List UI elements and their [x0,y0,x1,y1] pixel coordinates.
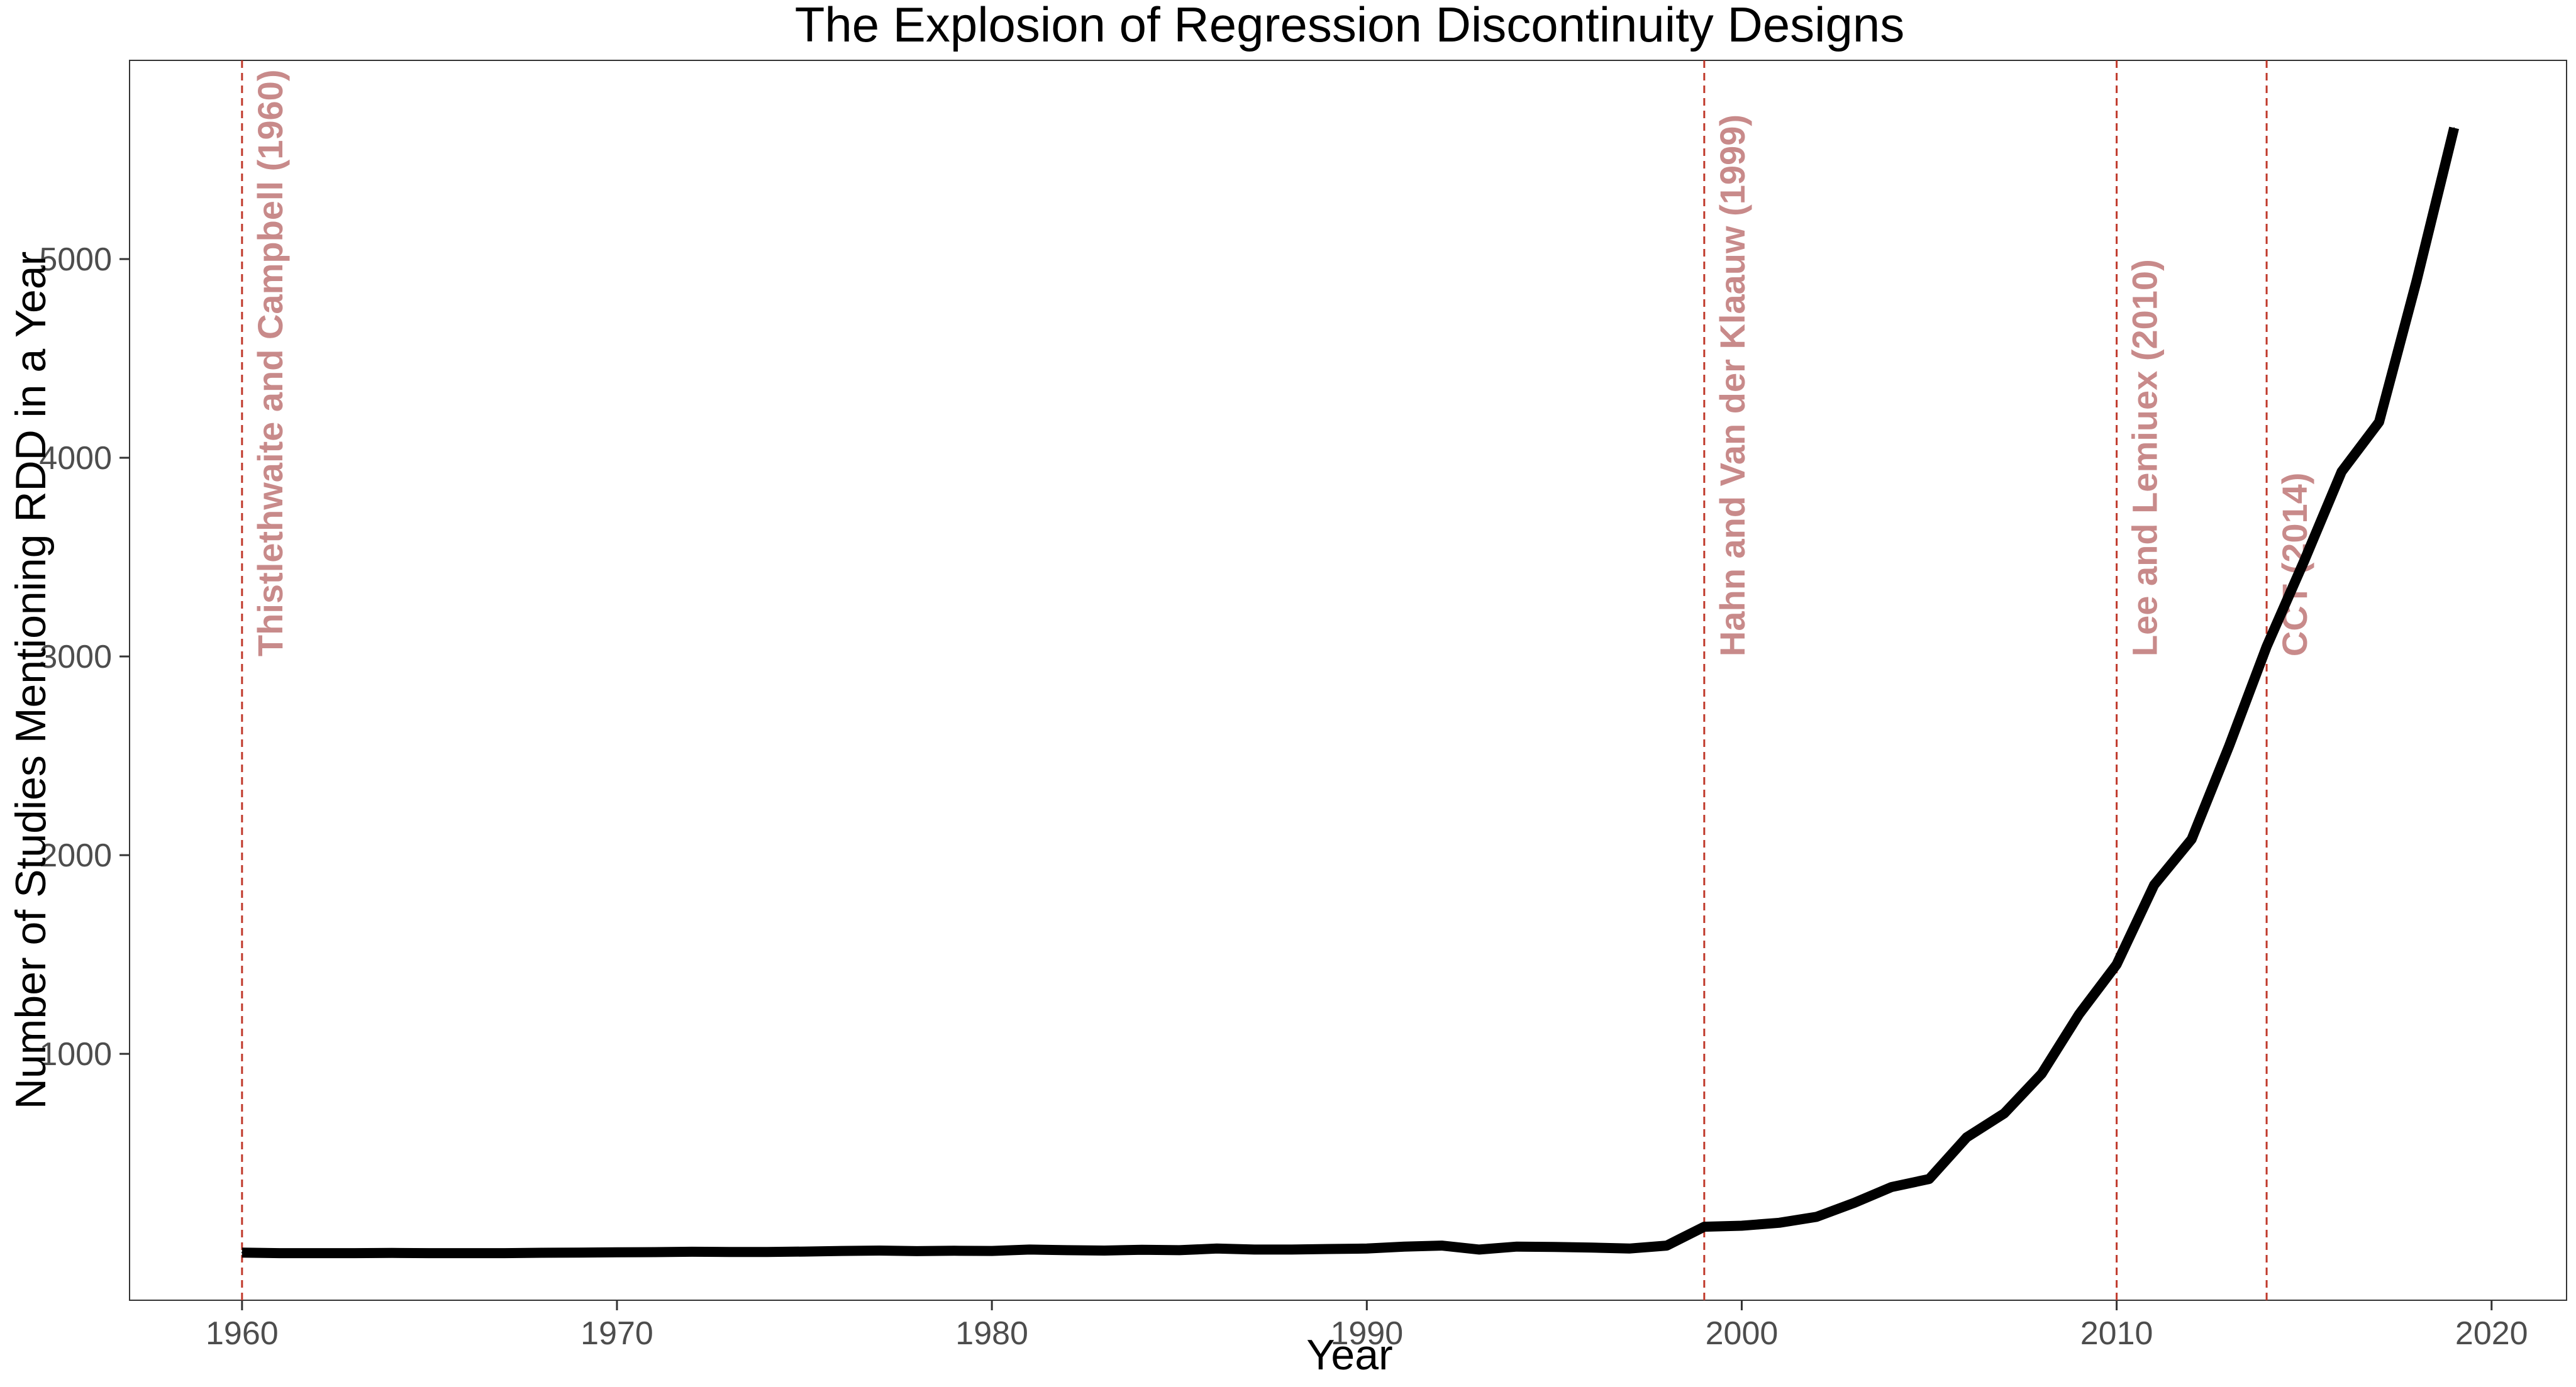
plot-panel-border [129,60,2567,1301]
data-point [1741,1225,1743,1227]
data-point [1403,1246,1405,1247]
data-point [1253,1249,1255,1251]
data-point [1179,1249,1180,1251]
data-point [2153,884,2155,886]
series-line [242,126,2459,1259]
data-point [1890,1186,1892,1188]
data-point [1066,1249,1068,1251]
data-point [2378,421,2380,423]
data-point [1516,1246,1518,1247]
data-point [1591,1247,1592,1249]
data-point [2190,838,2192,840]
data-point [1628,1247,1630,1249]
y-tick-label: 1000 [39,1036,112,1073]
data-point [1441,1245,1443,1247]
x-tick-label: 2010 [2080,1315,2153,1352]
annotation-label: Hahn and Van der Klaauw (1999) [1713,114,1752,656]
data-point [691,1251,693,1252]
y-tick-label: 4000 [39,440,112,477]
data-point [1553,1246,1555,1248]
x-tick-label: 1990 [1330,1315,1403,1352]
chart-title: The Explosion of Regression Discontinuit… [795,0,1905,52]
data-point [1216,1247,1218,1249]
data-point [2453,127,2455,129]
data-point [1104,1249,1105,1251]
annotation-layer: Thistlethwaite and Campbell (1960) Hahn a… [241,60,2314,1300]
x-tick-label: 2000 [1706,1315,1779,1352]
data-point [466,1252,468,1254]
data-point [2341,471,2343,473]
data-point [2116,963,2118,965]
data-point [504,1252,506,1254]
data-point [616,1251,618,1253]
x-axis-title: Year [1306,1331,1392,1379]
data-point [728,1251,730,1253]
y-axis: 1000 2000 3000 4000 5000 [39,241,130,1073]
data-point [316,1252,318,1254]
y-axis-title: Number of Studies Mentioning RDD in a Ye… [7,251,55,1110]
data-point [1779,1222,1780,1224]
y-tick-label: 5000 [39,241,112,278]
data-point [241,1252,243,1254]
data-point [2303,560,2305,562]
data-point [1703,1226,1705,1228]
data-point [1966,1136,1968,1138]
x-axis: 1960 1970 1980 1990 2000 2010 2020 [206,1300,2528,1352]
data-point [2228,745,2230,747]
data-point [1328,1248,1330,1250]
data-point [353,1252,355,1254]
data-point [766,1251,768,1253]
annotation-label: Lee and Lemiuex (2010) [2125,259,2165,656]
y-tick-label: 3000 [39,639,112,675]
x-tick-label: 1970 [580,1315,653,1352]
y-tick-label: 2000 [39,837,112,874]
data-point [428,1252,430,1254]
data-point [391,1252,393,1254]
annotation-label: Thistlethwaite and Campbell (1960) [250,70,290,657]
data-point [804,1251,806,1252]
data-point [1141,1249,1143,1251]
data-point [579,1252,580,1254]
data-point [879,1249,880,1251]
annotation-label: CCT (2014) [2275,473,2314,657]
data-point [1366,1247,1368,1249]
data-point [1853,1202,1855,1204]
series-layer [241,126,2459,1259]
data-point [916,1250,918,1252]
data-point [991,1250,993,1252]
data-point [2416,280,2418,282]
data-point [2041,1073,2043,1075]
data-point [841,1250,843,1252]
data-point [541,1252,543,1254]
x-tick-label: 2020 [2455,1315,2528,1352]
data-point [2266,646,2268,648]
data-point [279,1252,280,1254]
data-point [1028,1249,1030,1251]
data-point [1479,1249,1480,1251]
data-point [1816,1216,1818,1218]
data-point [1291,1249,1293,1251]
data-point [2003,1112,2005,1114]
x-tick-label: 1980 [955,1315,1028,1352]
data-point [1666,1245,1668,1247]
data-point [653,1251,655,1253]
data-point [953,1250,955,1252]
x-tick-label: 1960 [206,1315,279,1352]
data-point [1928,1178,1930,1180]
data-point [2079,1013,2080,1015]
